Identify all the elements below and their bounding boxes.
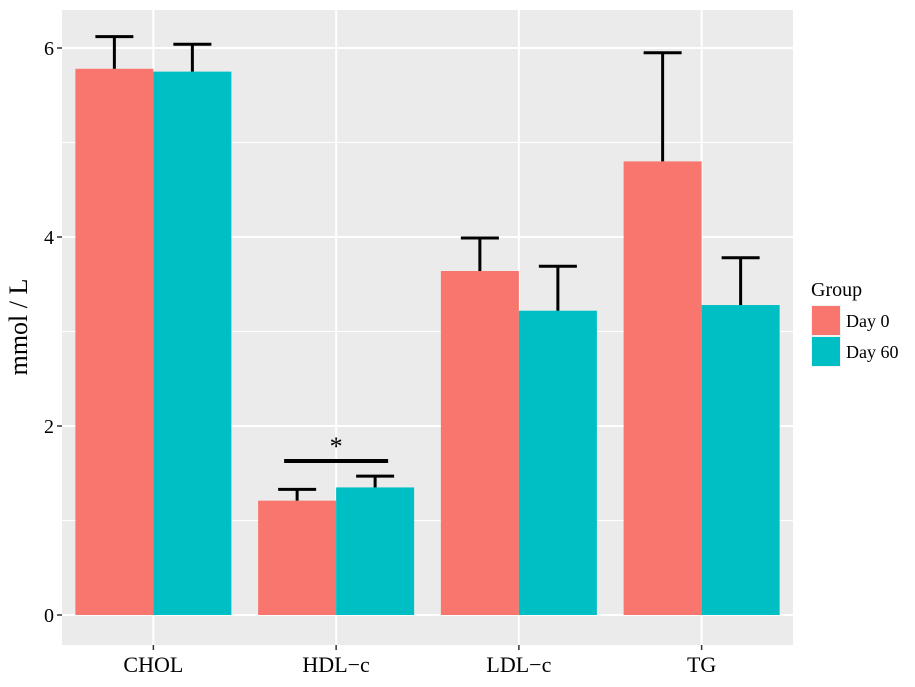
y-axis: 0 2 4 6 [44, 38, 62, 627]
x-axis: CHOL HDL−c LDL−c TG [123, 645, 716, 677]
bar [623, 161, 702, 615]
legend: Group Day 0 Day 60 [811, 279, 899, 367]
y-axis-title: mmol / L [4, 279, 33, 376]
y-tick-label: 6 [44, 38, 54, 60]
x-tick-label: CHOL [123, 652, 183, 677]
bars [75, 68, 780, 616]
y-tick-label: 2 [44, 416, 54, 438]
x-tick-label: LDL−c [486, 652, 551, 677]
bar [518, 310, 597, 615]
bar [75, 68, 154, 616]
significance-label: * [330, 432, 343, 461]
significance-annotations: * [284, 432, 389, 463]
legend-title: Group [811, 279, 862, 301]
bar [440, 271, 519, 615]
legend-label: Day 60 [846, 342, 899, 362]
legend-swatch [812, 337, 840, 366]
bar [336, 487, 415, 615]
y-tick-label: 0 [44, 605, 54, 627]
legend-label: Day 0 [846, 311, 890, 331]
bar [153, 71, 232, 615]
y-tick-label: 4 [44, 227, 54, 249]
x-tick-label: TG [687, 652, 716, 677]
error-bars [95, 35, 760, 501]
legend-swatch [812, 306, 840, 335]
x-tick-label: HDL−c [302, 652, 370, 677]
bar [258, 500, 337, 615]
bar [701, 305, 780, 615]
